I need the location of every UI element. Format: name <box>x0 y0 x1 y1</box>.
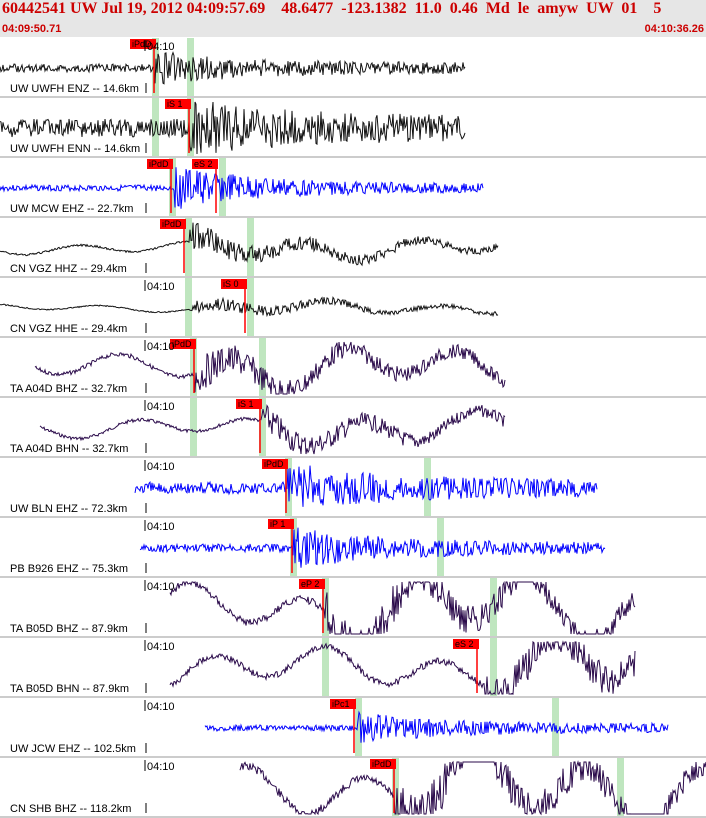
phase-band <box>424 458 431 516</box>
waveform-trace <box>134 465 598 507</box>
phase-band <box>247 218 254 276</box>
phase-band <box>392 758 399 816</box>
phase-band <box>322 638 329 696</box>
trace-row[interactable]: iPdD CN VGZ HHZ -- 29.4km <box>0 218 706 278</box>
waveform-trace <box>0 101 466 155</box>
phase-band <box>259 398 266 456</box>
waveform-trace <box>204 710 669 743</box>
event-title: 60442541 UW Jul 19, 2012 04:09:57.69 48.… <box>2 0 662 17</box>
time-tick-label: 04:10 <box>147 281 175 293</box>
station-label: UW UWFH ENZ -- 14.6km <box>10 83 139 95</box>
waveform-trace <box>0 222 499 267</box>
phase-band <box>490 578 497 636</box>
trace-row[interactable]: iPc1 04:10 UW JCW EHZ -- 102.5km <box>0 698 706 758</box>
station-label: CN SHB BHZ -- 118.2km <box>10 803 131 815</box>
phase-band <box>169 158 176 216</box>
station-label: PB B926 EHZ -- 75.3km <box>10 563 128 575</box>
waveform-trace <box>34 341 506 395</box>
time-tick-label: 04:10 <box>147 641 175 653</box>
waveform-trace <box>39 404 506 455</box>
pick-marker[interactable] <box>370 759 396 769</box>
station-label: TA A04D BHZ -- 32.7km <box>10 383 127 395</box>
waveform-trace <box>139 527 606 568</box>
station-label: CN VGZ HHZ -- 29.4km <box>10 263 127 275</box>
station-label: TA A04D BHN -- 32.7km <box>10 443 128 455</box>
pick-label: iPdD <box>132 39 152 49</box>
pick-marker[interactable] <box>192 159 218 169</box>
time-end-label: 04:10:36.26 <box>644 23 704 35</box>
station-label: UW UWFH ENN -- 14.6km <box>10 143 140 155</box>
pick-label: eS 2 <box>194 159 213 169</box>
phase-band <box>187 38 194 96</box>
trace-row[interactable]: iPdD 04:10 UW BLN EHZ -- 72.3km <box>0 458 706 518</box>
pick-label: iS 1 <box>238 399 254 409</box>
pick-marker[interactable] <box>236 399 262 409</box>
phase-band <box>185 278 192 336</box>
time-tick-label: 04:10 <box>147 521 175 533</box>
time-tick-label: 04:10 <box>147 581 175 593</box>
pick-marker[interactable] <box>330 699 356 709</box>
trace-row[interactable]: eS 2 04:10 TA B05D BHN -- 87.9km <box>0 638 706 698</box>
station-label: CN VGZ HHE -- 29.4km <box>10 323 127 335</box>
pick-marker[interactable] <box>453 639 479 649</box>
time-tick-label: 04:10 <box>147 461 175 473</box>
trace-row[interactable]: eP 2 04:10 TA B05D BHZ -- 87.9km <box>0 578 706 638</box>
pick-label: iPc1 <box>332 699 350 709</box>
pick-marker[interactable] <box>130 39 156 49</box>
pick-marker[interactable] <box>221 279 247 289</box>
phase-band <box>355 698 362 756</box>
phase-band <box>617 758 624 816</box>
time-start-label: 04:09:50.71 <box>2 23 62 35</box>
station-label: TA B05D BHZ -- 87.9km <box>10 623 128 635</box>
waveform-trace <box>169 580 636 635</box>
phase-band <box>259 338 266 396</box>
trace-row[interactable]: iS 1 04:10 TA A04D BHN -- 32.7km <box>0 398 706 458</box>
waveform-trace <box>0 167 484 209</box>
waveform-trace <box>169 640 636 696</box>
pick-marker[interactable] <box>262 459 288 469</box>
time-tick-label: 04:10 <box>147 41 175 53</box>
trace-row[interactable]: iPdD 04:10 CN SHB BHZ -- 118.2km <box>0 758 706 818</box>
trace-row[interactable]: iS 1 UW UWFH ENN -- 14.6km <box>0 98 706 158</box>
pick-label: iPdD <box>162 219 182 229</box>
pick-marker[interactable] <box>165 99 191 109</box>
phase-band <box>190 398 197 456</box>
waveform-trace <box>0 51 466 85</box>
station-label: UW MCW EHZ -- 22.7km <box>10 203 133 215</box>
phase-band <box>187 98 194 156</box>
trace-row[interactable]: iPdD eS 2 UW MCW EHZ -- 22.7km <box>0 158 706 218</box>
pick-marker[interactable] <box>268 519 294 529</box>
time-tick-label: 04:10 <box>147 761 175 773</box>
time-tick-label: 04:10 <box>147 401 175 413</box>
waveform-trace <box>0 296 499 318</box>
header-bar: 60442541 UW Jul 19, 2012 04:09:57.69 48.… <box>0 0 706 37</box>
pick-marker[interactable] <box>160 219 186 229</box>
station-label: UW JCW EHZ -- 102.5km <box>10 743 136 755</box>
station-label: UW BLN EHZ -- 72.3km <box>10 503 127 515</box>
pick-label: iPdD <box>264 459 284 469</box>
pick-label: iP 1 <box>270 519 285 529</box>
pick-label: eP 2 <box>301 579 319 589</box>
pick-marker[interactable] <box>299 579 325 589</box>
pick-marker[interactable] <box>170 339 196 349</box>
station-label: TA B05D BHN -- 87.9km <box>10 683 129 695</box>
phase-band <box>185 218 192 276</box>
phase-band <box>490 638 497 696</box>
time-tick-label: 04:10 <box>147 701 175 713</box>
pick-label: iPdD <box>172 339 192 349</box>
pick-label: iPdD <box>372 759 392 769</box>
trace-row[interactable]: iP 1 04:10 PB B926 EHZ -- 75.3km <box>0 518 706 578</box>
waveform-trace <box>239 760 706 816</box>
trace-row[interactable]: iS 0 04:10 CN VGZ HHE -- 29.4km <box>0 278 706 338</box>
pick-label: iS 0 <box>223 279 239 289</box>
time-tick-label: 04:10 <box>147 341 175 353</box>
pick-label: eS 2 <box>455 639 474 649</box>
pick-marker[interactable] <box>147 159 173 169</box>
pick-label: iPdD <box>149 159 169 169</box>
pick-label: iS 1 <box>167 99 183 109</box>
